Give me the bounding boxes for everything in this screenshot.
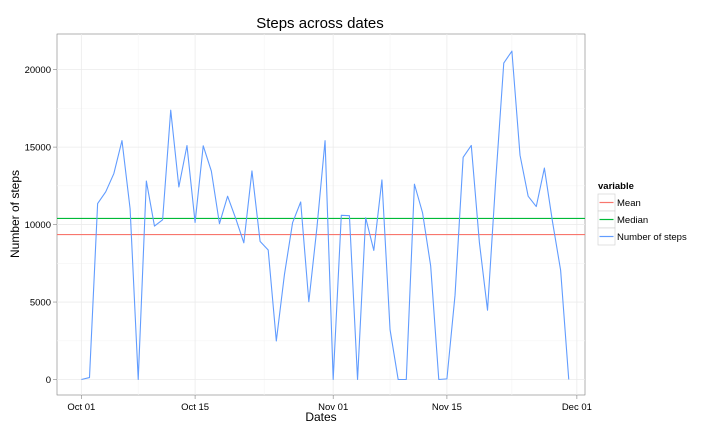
grid-major	[57, 34, 585, 395]
y-tick-label: 5000	[30, 298, 51, 309]
y-tick-label: 15000	[25, 143, 51, 154]
x-axis-label: Dates	[305, 410, 336, 424]
number-of-steps-line	[81, 50, 570, 381]
x-tick-label: Oct 15	[181, 402, 209, 413]
y-axis: 0 5000 10000 15000 20000	[25, 65, 57, 386]
y-axis-label: Number of steps	[8, 170, 22, 258]
legend-label-mean: Mean	[617, 198, 641, 209]
x-tick-label: Nov 01	[318, 402, 348, 413]
x-tick-label: Dec 01	[562, 402, 592, 413]
legend-title: variable	[598, 181, 634, 192]
y-tick-label: 0	[46, 375, 51, 386]
series-lines	[81, 50, 570, 381]
legend: variable Mean Median Number of steps	[597, 181, 687, 246]
grid-minor	[57, 34, 585, 395]
x-tick-label: Nov 15	[432, 402, 462, 413]
y-tick-label: 10000	[25, 220, 51, 231]
x-tick-label: Oct 01	[67, 402, 95, 413]
y-tick-label: 20000	[25, 65, 51, 76]
x-axis: Oct 01 Oct 15 Nov 01 Nov 15 Dec 01	[67, 395, 592, 413]
legend-label-number-of-steps: Number of steps	[617, 232, 687, 243]
chart-title: Steps across dates	[256, 15, 384, 32]
legend-label-median: Median	[617, 215, 648, 226]
